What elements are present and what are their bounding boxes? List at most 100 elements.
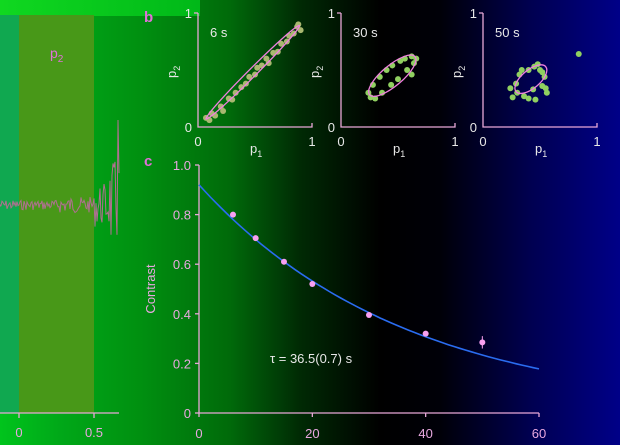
data-point [366, 312, 372, 319]
data-point [525, 95, 532, 102]
x-tick-label: 1 [451, 134, 458, 149]
x-label-main: p [393, 141, 400, 156]
data-point [518, 67, 525, 73]
y-label-main: p [164, 71, 179, 78]
x-label-sub: 1 [257, 149, 262, 159]
y-tick-label: 1.0 [173, 158, 191, 173]
panel-a-top-edge [0, 0, 200, 16]
panel-a: p2 0 0.5 [0, 15, 120, 440]
y-tick-label: 1 [185, 6, 192, 21]
axes [198, 165, 539, 414]
data-point [230, 211, 236, 218]
x-tick-label: 60 [532, 426, 546, 441]
data-point [521, 93, 528, 100]
x-label-sub: 1 [400, 149, 405, 159]
data-point [246, 73, 253, 80]
y-tick-label: 0 [470, 120, 477, 135]
y-label-main: p [307, 71, 322, 78]
y-tick-label: 0.2 [173, 356, 191, 371]
y-label-sub: 2 [315, 66, 325, 71]
time-annotation: 6 s [210, 25, 228, 40]
data-point [542, 85, 549, 92]
y-axis-label: p2 [449, 66, 467, 78]
data-point [532, 96, 539, 103]
data-point [220, 108, 227, 115]
data-point [270, 49, 277, 56]
x-tick-label: 40 [418, 426, 432, 441]
data-point [507, 85, 514, 92]
y-tick-label: 0 [328, 120, 335, 135]
time-annotation: 30 s [353, 25, 378, 40]
x-tick-label: 0 [337, 134, 344, 149]
x-tick-label: 0 [194, 134, 201, 149]
axes [479, 12, 598, 128]
data-point [263, 55, 270, 62]
fit-ellipse [514, 64, 548, 95]
y-tick-label: 0.8 [173, 208, 191, 223]
data-point [254, 64, 261, 71]
data-point [408, 71, 415, 78]
axes [194, 12, 313, 128]
panel-label-b: b [144, 9, 153, 26]
fit-ellipse [205, 24, 301, 120]
contrast-panel: 0 0.2 0.4 0.6 0.8 1.0 0 20 40 60 Contrast τ = 36.5(… [143, 158, 546, 441]
x-label-main: p [535, 141, 542, 156]
fit-ellipse [368, 54, 417, 97]
y-label-sub: 2 [457, 66, 467, 71]
x-tick-label: 1 [593, 134, 600, 149]
x-label-sub: 1 [542, 149, 547, 159]
axes [337, 12, 456, 128]
data-point [539, 69, 546, 76]
y-axis-label: p2 [307, 66, 325, 78]
data-point [265, 60, 272, 67]
data-point [309, 281, 316, 288]
x-tick-label: 0 [15, 425, 22, 440]
y-label-main: p [449, 71, 464, 78]
band-label: p2 [50, 45, 64, 65]
data-point [422, 330, 429, 337]
y-tick-label: 0.6 [173, 257, 191, 272]
y-tick-label: 1 [470, 6, 477, 21]
data-point [575, 51, 582, 58]
fit-curve [198, 184, 540, 370]
data-point [252, 71, 258, 78]
signal-trace [0, 119, 120, 235]
x-tick-label: 1 [308, 134, 315, 149]
time-annotation: 50 s [495, 25, 520, 40]
x-axis-label: p1 [535, 141, 547, 159]
y-axis-label: p2 [164, 66, 182, 78]
data-point [509, 94, 516, 101]
y-axis-label: Contrast [143, 264, 158, 314]
y-tick-label: 0.4 [173, 307, 191, 322]
data-point [238, 84, 245, 91]
x-tick-label: 0 [195, 426, 202, 441]
panel-label-c: c [144, 153, 152, 170]
data-point [252, 235, 259, 242]
x-tick-label: 0.5 [85, 425, 103, 440]
y-label-sub: 2 [172, 66, 182, 71]
x-label-main: p [250, 141, 257, 156]
data-point [543, 89, 550, 96]
data-point [242, 80, 249, 87]
x-axis-label: p1 [393, 141, 405, 159]
x-axis-label: p1 [250, 141, 262, 159]
x-tick-label: 20 [305, 426, 319, 441]
y-tick-label: 0 [185, 120, 192, 135]
data-point [278, 40, 285, 47]
band-olive [19, 15, 94, 413]
band-teal [0, 15, 19, 413]
data-point [232, 89, 239, 96]
data-point [404, 67, 411, 73]
data-point [388, 81, 395, 88]
data-point [281, 258, 287, 265]
data-point [229, 96, 236, 103]
tau-annotation: τ = 36.5(0.7) s [270, 351, 353, 366]
data-point [479, 339, 486, 346]
y-tick-label: 1 [328, 6, 335, 21]
data-point [217, 103, 224, 110]
x-tick-label: 0 [479, 134, 486, 149]
